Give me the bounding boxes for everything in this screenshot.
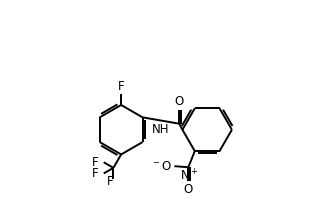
Text: F: F [118, 80, 124, 92]
Text: F: F [92, 167, 98, 180]
Text: F: F [92, 156, 98, 169]
Text: NH: NH [152, 123, 170, 136]
Text: O: O [175, 95, 184, 108]
Text: N$^+$: N$^+$ [179, 168, 198, 183]
Text: $^-$O: $^-$O [151, 160, 173, 173]
Text: O: O [184, 183, 193, 196]
Text: F: F [107, 175, 113, 188]
